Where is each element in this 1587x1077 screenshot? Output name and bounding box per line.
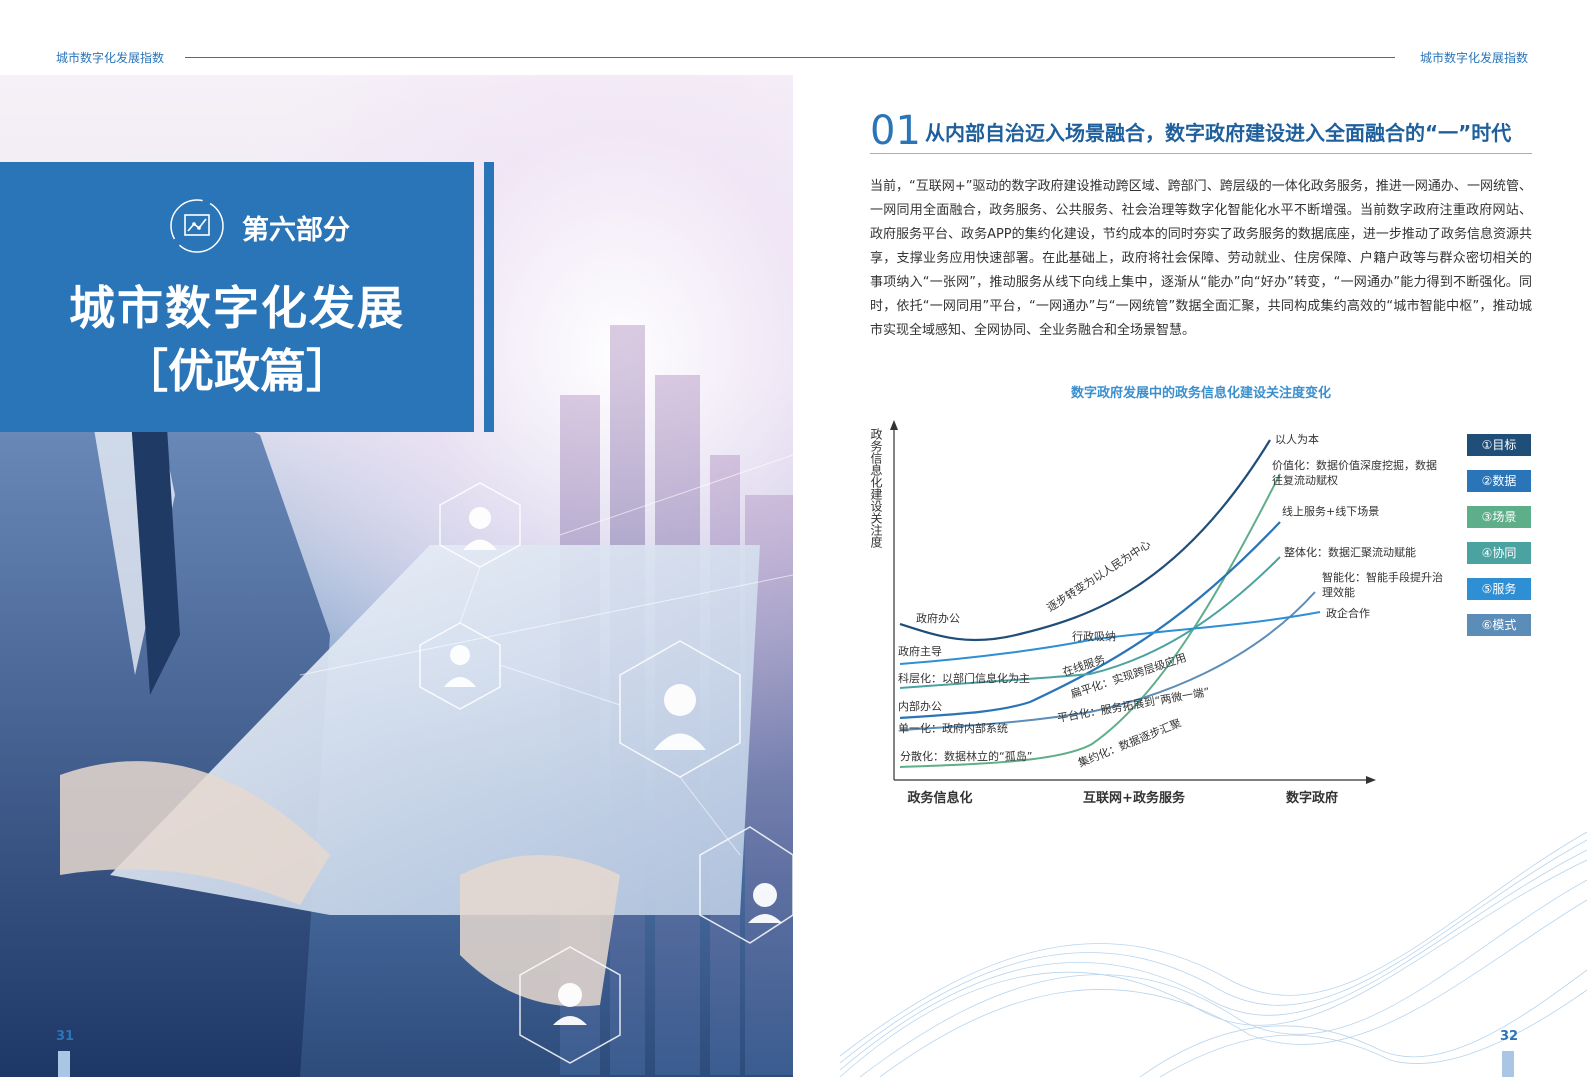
legend-label-1: ①目标 bbox=[1481, 438, 1517, 452]
label-end-data-wrap: 价值化：数据价值深度挖掘，数据往复流动赋权 bbox=[1272, 459, 1437, 487]
body-paragraph: 当前，“互联网+”驱动的数字政府建设推动跨区域、跨部门、跨层级的一体化政务服务，… bbox=[870, 179, 1532, 338]
legend-label-2: ②数据 bbox=[1481, 474, 1517, 488]
series-service-line bbox=[899, 591, 1316, 731]
section-heading: 从内部自治迈入场景融合，数字政府建设进入全面融合的“一”时代 bbox=[925, 121, 1512, 145]
label-start-mode: 政府主导 bbox=[898, 644, 942, 658]
chart-icon bbox=[170, 199, 224, 253]
section-number: 01 bbox=[870, 108, 921, 154]
label-start-scene: 内部办公 bbox=[898, 699, 942, 713]
section-rule bbox=[870, 153, 1532, 154]
cover-title: 城市数字化发展 bbox=[69, 281, 405, 335]
x-stage-3: 数字政府 bbox=[1286, 790, 1338, 806]
legend-item-1: ①目标 bbox=[1467, 434, 1531, 456]
x-axis-arrow bbox=[1366, 776, 1376, 784]
y-axis-label: 政务信息化建设关注度 bbox=[869, 428, 883, 548]
chart-title: 数字政府发展中的政务信息化建设关注度变化 bbox=[1070, 386, 1331, 401]
legend-label-5: ⑤服务 bbox=[1481, 582, 1517, 596]
series-data-line bbox=[899, 473, 1281, 768]
x-stage-1: 政务信息化 bbox=[907, 790, 972, 806]
label-end-data: 价值化：数据价值深度挖掘，数据往复流动赋权 bbox=[1272, 459, 1437, 487]
page-tick-right bbox=[1502, 1051, 1514, 1077]
label-mid-mode: 行政吸纳 bbox=[1072, 629, 1116, 643]
section-label: 第六部分 bbox=[242, 215, 350, 246]
x-stage-2: 互联网+政务服务 bbox=[1083, 790, 1186, 806]
y-axis-arrow bbox=[890, 420, 898, 430]
legend-item-2: ②数据 bbox=[1467, 470, 1531, 492]
page-number-left: 31 bbox=[56, 1029, 75, 1044]
label-end-service-wrap: 智能化：智能手段提升治理效能 bbox=[1322, 571, 1443, 599]
label-end-mode: 政企合作 bbox=[1326, 606, 1370, 620]
header-left-title: 城市数字化发展指数 bbox=[56, 51, 165, 65]
label-end-target: 以人为本 bbox=[1275, 432, 1319, 446]
series-collab-line bbox=[899, 556, 1281, 689]
label-end-service: 智能化：智能手段提升治理效能 bbox=[1322, 571, 1443, 599]
attention-chart: 政务信息化建设关注度 政务信息化 互联网+政务服务 数字政府 政府办公 政府主导… bbox=[869, 420, 1443, 806]
legend-item-6: ⑥模式 bbox=[1467, 614, 1531, 636]
legend-label-4: ④协同 bbox=[1481, 546, 1517, 560]
cover-subtitle: ［优政篇］ bbox=[122, 344, 352, 398]
section-banner bbox=[0, 162, 474, 432]
legend-item-3: ③场景 bbox=[1467, 506, 1531, 528]
label-mid-data: 集约化：数据逐步汇聚 bbox=[1076, 716, 1183, 770]
legend-label-6: ⑥模式 bbox=[1481, 618, 1517, 632]
label-end-scene: 线上服务+线下场景 bbox=[1282, 504, 1379, 518]
label-start-target: 政府办公 bbox=[916, 611, 960, 625]
banner-accent-bar bbox=[484, 162, 494, 432]
label-end-collab: 整体化：数据汇聚流动赋能 bbox=[1284, 545, 1416, 559]
page-tick-left bbox=[58, 1051, 70, 1077]
series-mode-line bbox=[899, 611, 1321, 665]
label-mid-target: 逐步转变为以人民为中心 bbox=[1044, 537, 1153, 615]
legend-item-5: ⑤服务 bbox=[1467, 578, 1531, 600]
legend-label-3: ③场景 bbox=[1481, 510, 1517, 524]
label-start-data: 分散化：数据林立的“孤岛” bbox=[900, 749, 1032, 763]
photo-illustration bbox=[0, 325, 793, 1077]
label-start-service: 单一化：政府内部系统 bbox=[898, 721, 1008, 735]
header-rule bbox=[185, 57, 1395, 58]
legend-item-4: ④协同 bbox=[1467, 542, 1531, 564]
page-number-right: 32 bbox=[1500, 1029, 1519, 1044]
label-start-collab: 科层化：以部门信息化为主 bbox=[898, 671, 1030, 685]
wave-decoration bbox=[840, 831, 1587, 1077]
series-scene-line bbox=[899, 521, 1281, 720]
header-right-title: 城市数字化发展指数 bbox=[1420, 51, 1529, 65]
series-target-line bbox=[899, 439, 1271, 642]
